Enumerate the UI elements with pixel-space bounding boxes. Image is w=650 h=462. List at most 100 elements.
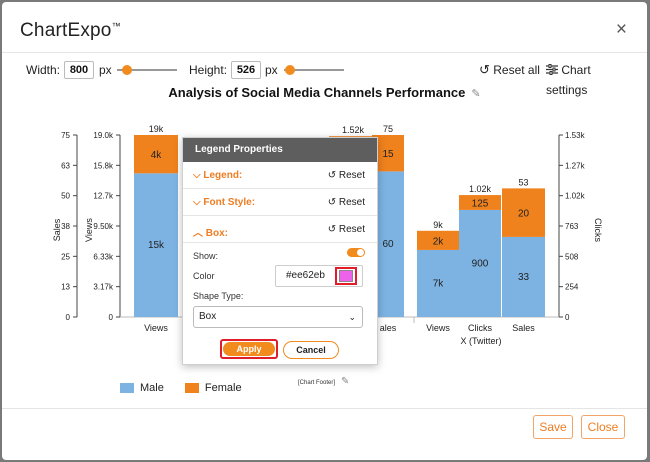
close-icon[interactable]: × [615, 19, 627, 40]
reset-all-label: Reset all [493, 63, 540, 77]
apply-label: Apply [223, 342, 275, 356]
x-category-label: Sales [512, 323, 535, 333]
reset-all-button[interactable]: ↺ Reset all [479, 60, 540, 80]
x-group-label: X (Twitter) [460, 336, 501, 346]
panel-title: Legend Properties [183, 138, 377, 162]
color-preview-swatch [339, 270, 353, 282]
bar-label-female: 15 [382, 149, 394, 160]
width-label: Width: [26, 63, 61, 77]
edit-title-pencil-icon[interactable]: ✎ [471, 88, 481, 100]
height-slider-track[interactable] [284, 69, 344, 71]
bar-segment-male [417, 249, 459, 317]
height-slider-handle[interactable] [285, 65, 295, 75]
views-axis-tick-label: 6.33k [93, 252, 114, 261]
size-toolbar: Width: 800 px Height: 526 px ↺ Reset all… [22, 60, 627, 97]
legend-reset-button[interactable]: ↺ Reset [328, 170, 365, 181]
clicks-axis-title: Clicks [593, 218, 603, 242]
bar-label-female: 4k [151, 150, 163, 161]
chevron-down-icon: ⌄ [348, 312, 356, 322]
box-reset-button[interactable]: ↺ Reset [328, 224, 365, 235]
views-axis-title: Views [84, 218, 94, 242]
footer-divider [2, 408, 647, 409]
sales-axis-tick-label: 13 [61, 283, 70, 292]
legend-item-male[interactable]: Male [120, 382, 164, 394]
bar-segment-female [502, 188, 545, 237]
color-hex-value: #ee62eb [286, 270, 325, 281]
bar-label-male: 15k [148, 240, 165, 251]
legend-item-female[interactable]: Female [184, 382, 242, 394]
bar-label-male: 900 [472, 258, 489, 269]
chart-footer-text: [Chart Footer] [298, 380, 336, 386]
sales-axis-tick-label: 75 [61, 131, 70, 140]
dialog-footer: Save Close [2, 410, 647, 460]
reset-icon: ↺ [327, 170, 337, 181]
height-input[interactable]: 526 [231, 61, 261, 79]
bar-total-label: 1.02k [469, 184, 492, 194]
apply-button[interactable]: Apply [220, 339, 278, 359]
show-toggle[interactable] [347, 248, 365, 257]
sales-axis-tick-label: 38 [61, 222, 70, 231]
width-unit: px [99, 63, 112, 77]
chart-footer[interactable]: [Chart Footer] ✎ [298, 376, 349, 387]
section-font-style[interactable]: ⌵ Font Style: ↺ Reset [183, 189, 377, 216]
bar-label-male: 60 [382, 239, 394, 250]
section-box-label: Box: [205, 228, 229, 239]
font-style-reset-button[interactable]: ↺ Reset [328, 197, 365, 208]
views-axis-tick-label: 9.50k [93, 222, 114, 231]
chart-legend: Male Female [120, 382, 260, 396]
height-label: Height: [189, 63, 228, 77]
section-box[interactable]: ︿ Box: ↺ Reset [183, 216, 377, 243]
cancel-button[interactable]: Cancel [283, 341, 339, 359]
bar-label-female: 125 [472, 199, 489, 210]
bar-segment-female [134, 135, 178, 174]
bar-segment-female [417, 230, 459, 250]
views-axis-tick-label: 3.17k [93, 283, 114, 292]
reset-icon: ↺ [327, 197, 337, 208]
reset-icon: ↺ [327, 224, 337, 235]
bar-total-label: 53 [518, 177, 528, 187]
edit-footer-pencil-icon[interactable]: ✎ [341, 376, 350, 387]
x-category-label: Clicks [468, 323, 492, 333]
chevron-down-icon: ⌵ [193, 197, 201, 208]
clicks-axis-tick-label: 1.27k [565, 161, 586, 170]
bar-label-male: 7k [433, 278, 445, 289]
bar-segment-male [134, 173, 178, 317]
bar-total-label: 1.52k [342, 125, 365, 135]
bar-segment-male [459, 209, 501, 317]
sales-axis-tick-label: 25 [61, 252, 70, 261]
height-unit: px [265, 63, 278, 77]
close-button[interactable]: Close [581, 415, 625, 439]
views-axis-tick-label: 15.8k [93, 161, 114, 170]
section-font-style-header[interactable]: ⌵ Font Style: [193, 197, 255, 208]
width-slider-handle[interactable] [122, 65, 132, 75]
settings-sliders-icon [546, 64, 558, 75]
chart-title-text: Analysis of Social Media Channels Perfor… [168, 85, 466, 100]
sales-axis-tick-label: 63 [61, 161, 70, 170]
show-label: Show: [193, 251, 219, 261]
clicks-axis-tick-label: 508 [565, 252, 579, 261]
width-slider-track[interactable] [117, 69, 177, 71]
width-input[interactable]: 800 [64, 61, 94, 79]
chevron-up-icon: ︿ [193, 228, 203, 239]
color-field[interactable]: #ee62eb [275, 265, 363, 287]
chart-title: Analysis of Social Media Channels Perfor… [2, 85, 647, 100]
color-picker-button[interactable] [335, 267, 357, 285]
bar-total-label: 9k [433, 220, 443, 230]
clicks-axis-tick-label: 1.53k [565, 131, 586, 140]
legend-label-male: Male [140, 382, 164, 394]
views-axis-tick-label: 0 [109, 313, 114, 322]
section-legend[interactable]: ⌵ Legend: ↺ Reset [183, 162, 377, 189]
bar-segment-male [502, 236, 545, 317]
chart-settings-button[interactable]: Chart settings [546, 60, 627, 97]
sales-axis-tick-label: 50 [61, 192, 70, 201]
section-legend-label: Legend: [203, 170, 243, 181]
shape-type-select[interactable]: Box ⌄ [193, 306, 363, 328]
save-button[interactable]: Save [533, 415, 573, 439]
bar-label-female: 20 [518, 209, 530, 220]
clicks-axis-tick-label: 763 [565, 222, 579, 231]
section-legend-header[interactable]: ⌵ Legend: [193, 170, 242, 181]
clicks-axis-tick-label: 1.02k [565, 192, 586, 201]
section-box-header[interactable]: ︿ Box: [193, 224, 228, 239]
x-category-label: Views [144, 323, 168, 333]
